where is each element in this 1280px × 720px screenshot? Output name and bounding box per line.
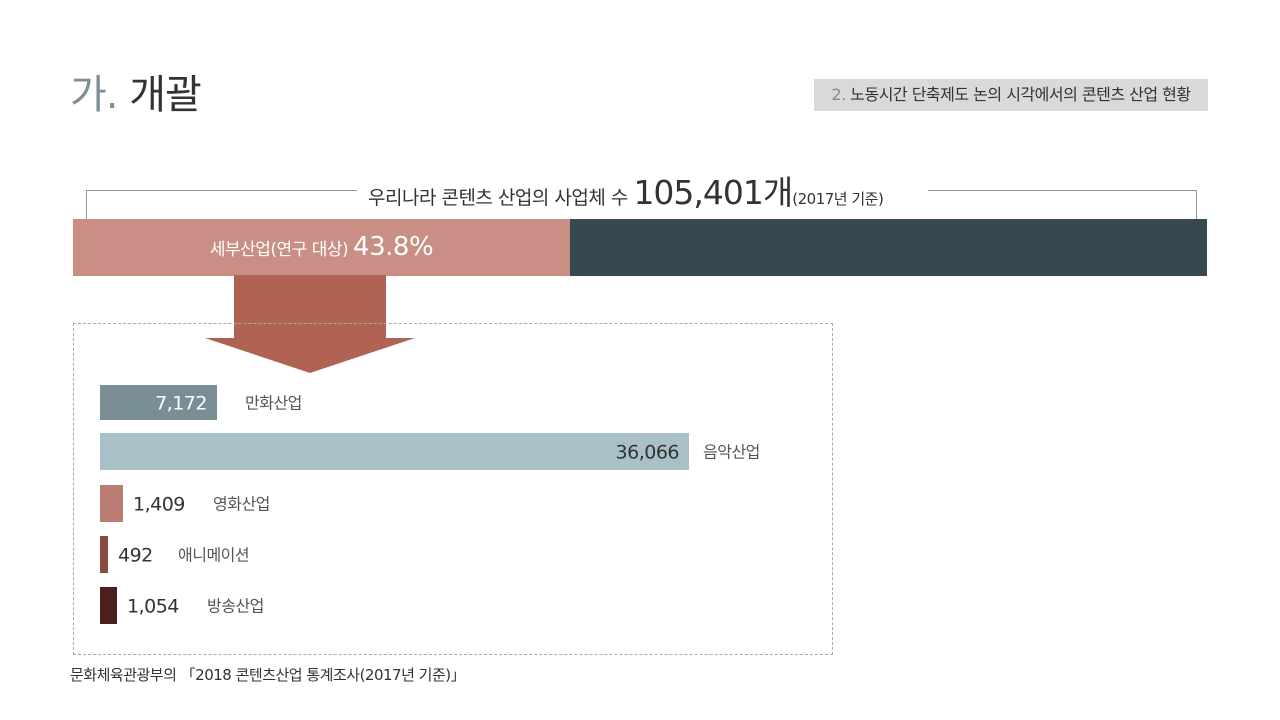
value-label-4: 492 xyxy=(118,545,153,567)
title-number: 가. xyxy=(70,72,119,118)
bracket-left xyxy=(86,190,357,236)
category-label-1: 만화산업 xyxy=(245,394,302,413)
section-text: 노동시간 단축제도 논의 시각에서의 콘텐츠 산업 현황 xyxy=(850,85,1191,104)
value-label-3: 1,409 xyxy=(133,494,185,516)
bar-2 xyxy=(100,433,689,470)
bar-5 xyxy=(100,587,117,624)
category-label-2: 음악산업 xyxy=(703,443,760,462)
bar-4 xyxy=(100,536,108,573)
category-label-4: 애니메이션 xyxy=(178,546,249,565)
total-suffix: (2017년 기준) xyxy=(792,190,884,208)
down-arrow-icon xyxy=(205,275,415,373)
section-badge: 2. 노동시간 단축제도 논의 시각에서의 콘텐츠 산업 현황 xyxy=(814,79,1208,111)
value-label-1: 7,172 xyxy=(155,393,207,415)
total-value: 105,401개 xyxy=(633,173,793,212)
breakdown-box xyxy=(73,323,833,655)
category-label-3: 영화산업 xyxy=(213,495,270,514)
bar-3 xyxy=(100,485,123,522)
value-label-2: 36,066 xyxy=(616,442,679,464)
source-note: 문화체육관광부의 「2018 콘텐츠산업 통계조사(2017년 기준)」 xyxy=(70,666,466,684)
total-label: 우리나라 콘텐츠 산업의 사업체 수 105,401개(2017년 기준) xyxy=(368,166,884,214)
research-segment-bar: 세부산업(연구 대상) 43.8% xyxy=(73,219,570,276)
title-text: 개괄 xyxy=(129,72,202,118)
bar-1 xyxy=(100,385,217,420)
bracket-right xyxy=(928,190,1197,236)
page-title: 가. 개괄 xyxy=(70,62,202,120)
segment-percent: 43.8% xyxy=(353,232,434,262)
value-label-5: 1,054 xyxy=(127,596,179,618)
total-prefix: 우리나라 콘텐츠 산업의 사업체 수 xyxy=(368,187,628,209)
segment-label: 세부산업(연구 대상) xyxy=(209,240,349,260)
category-label-5: 방송산업 xyxy=(207,597,264,616)
section-number: 2. xyxy=(831,85,846,104)
